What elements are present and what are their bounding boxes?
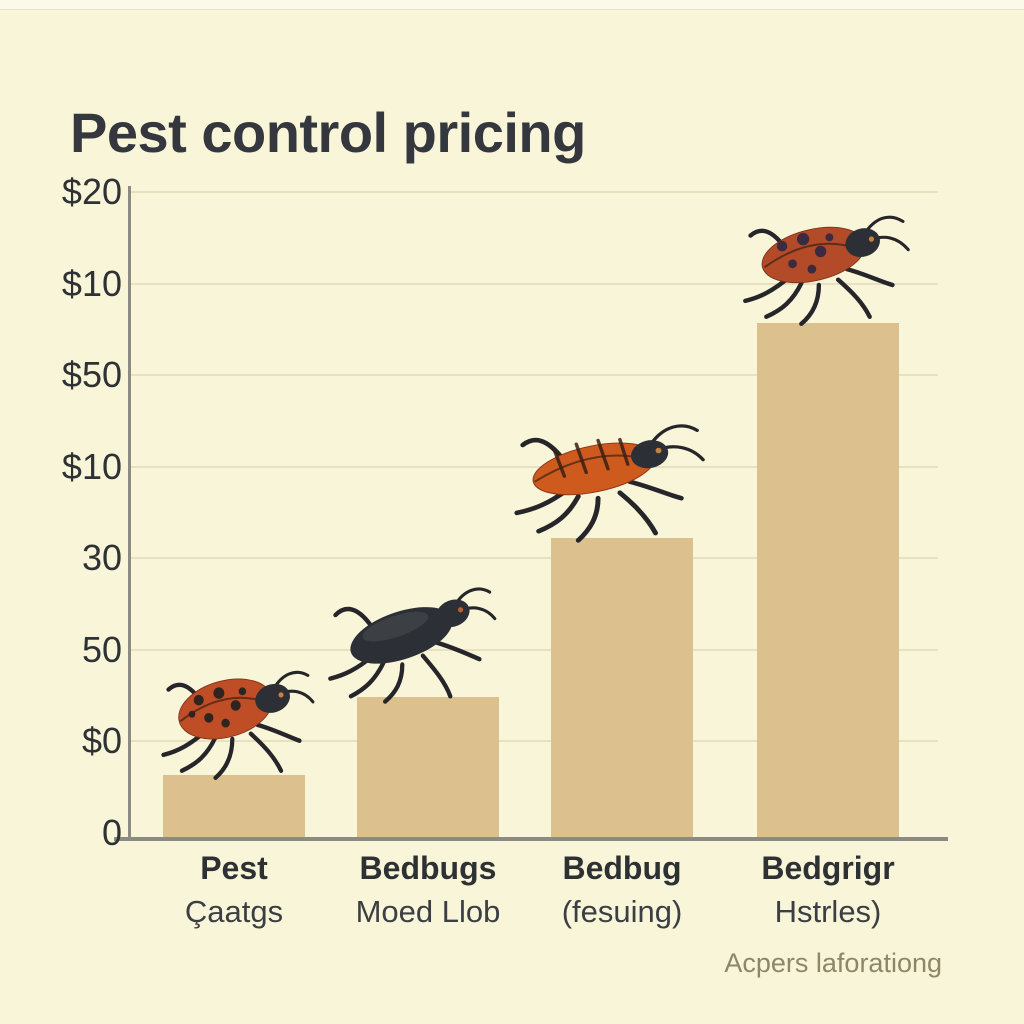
gridline [131,282,938,285]
gridline [131,557,938,559]
category-line2: Çaatgs [184,894,284,929]
y-axis-line [128,186,131,841]
brown-bedbug-icon [733,202,917,330]
bar-3 [551,538,693,837]
bar-2 [357,697,499,837]
gridline [131,191,938,193]
orange-bedbug-icon [503,412,711,545]
category-line2: (fesuing) [561,894,683,929]
gridline [131,740,938,742]
category-label-1: Pest Çaatgs [104,850,364,930]
ladybug-icon [150,656,318,784]
x-axis-line [114,837,948,841]
y-tick-label: $10 [61,262,122,304]
category-line1: Pest [200,850,268,886]
chart-title: Pest control pricing [70,100,586,164]
black-beetle-icon [320,578,500,706]
attribution-caption: Acpers laforationg [724,948,942,978]
category-label-2: Bedbugs Moed Llob [298,850,558,930]
category-line1: Bedgrigr [761,850,895,886]
y-tick-label: $20 [61,171,122,212]
y-tick-label: 30 [81,537,122,578]
category-label-3: Bedbug (fesuing) [492,850,752,930]
category-line2: Moed Llob [355,894,501,929]
y-tick-label: 50 [81,628,122,670]
y-tick-label: $0 [81,720,122,761]
top-edge-strip [0,0,1024,10]
bar-4 [757,323,899,837]
y-tick-label: $10 [61,445,122,487]
category-label-4: Bedgrigr Hstrles) [698,850,958,930]
category-line1: Bedbugs [359,850,497,886]
bar-1 [163,775,305,837]
gridline [131,374,938,376]
y-tick-label: $50 [61,354,122,395]
gridline [131,465,938,468]
category-line1: Bedbug [562,850,682,886]
gridline [131,648,938,651]
category-line2: Hstrles) [774,894,882,929]
y-tick-label: 0 [101,811,122,853]
